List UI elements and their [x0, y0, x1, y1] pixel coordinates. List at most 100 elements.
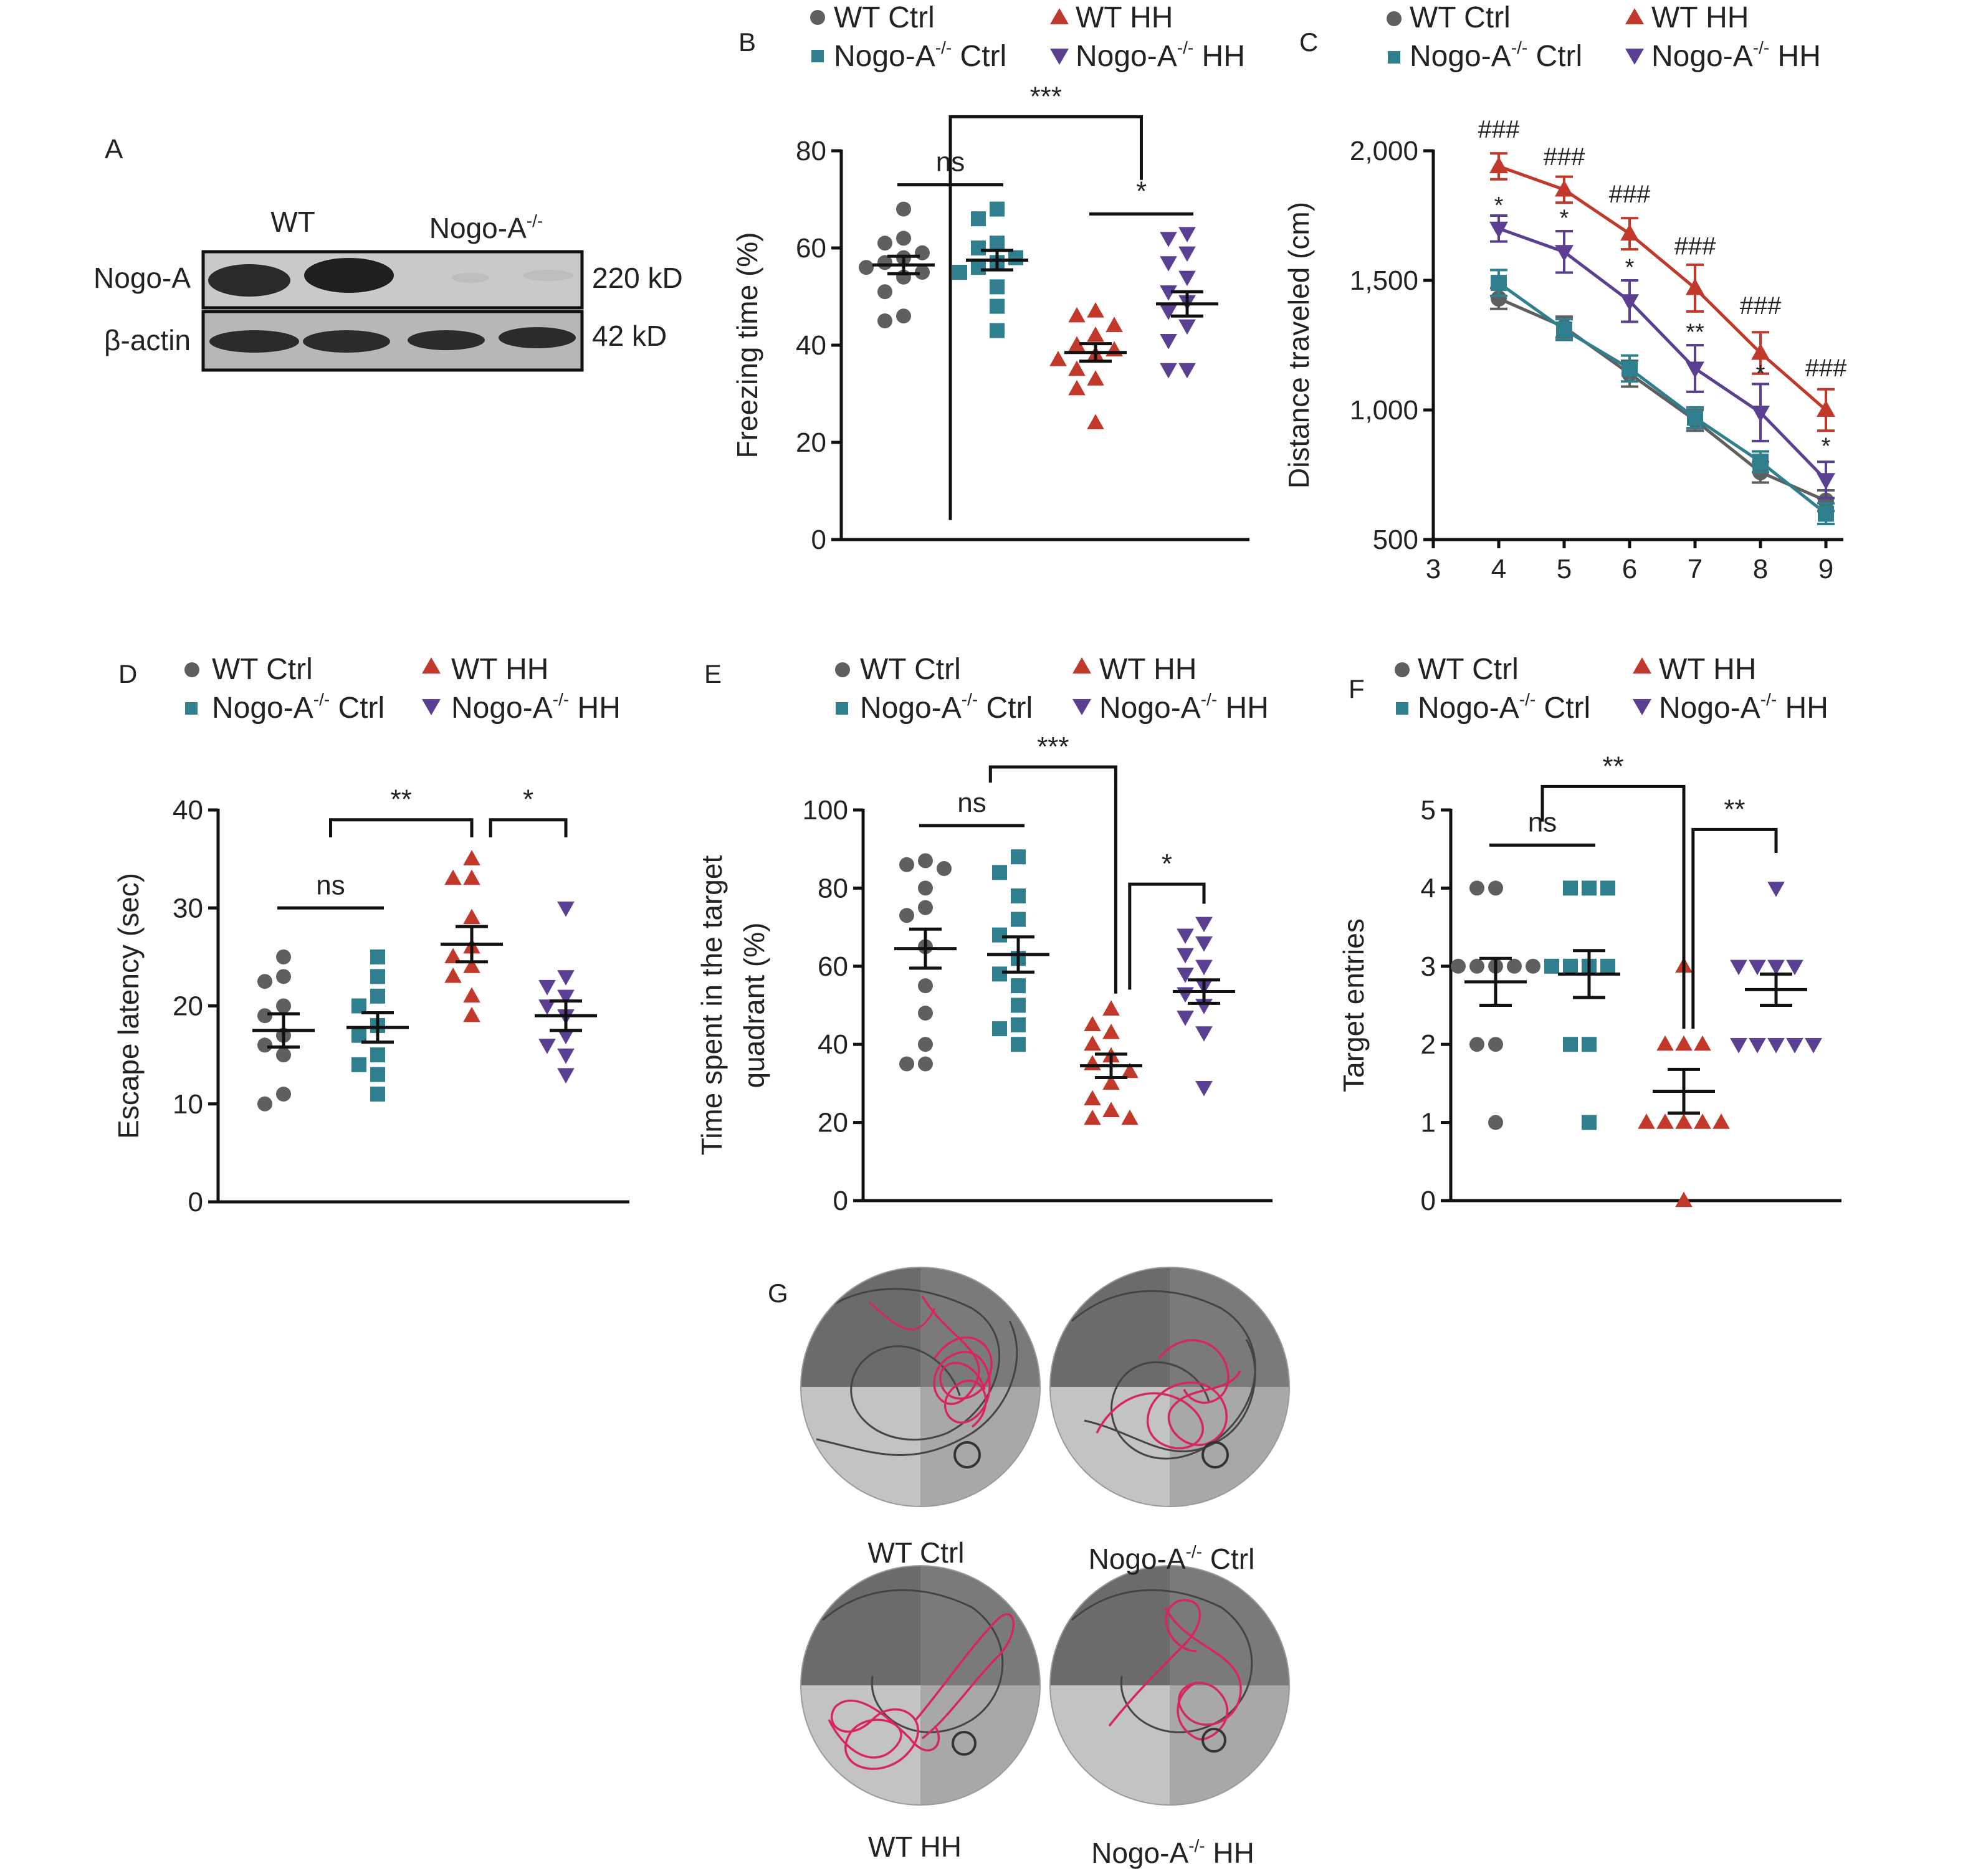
legend-marker-wt-hh	[1072, 657, 1091, 674]
data-point-wt-hh	[1087, 370, 1104, 386]
data-point-nogo-a-hh	[557, 1068, 575, 1083]
data-point-nogo-a-ctrl	[992, 927, 1007, 943]
data-point-wt-ctrl	[896, 231, 911, 246]
legend-marker-wt-ctrl	[1387, 11, 1402, 26]
data-point-nogo-a-ctrl	[1582, 880, 1597, 896]
data-point-wt-ctrl	[276, 1087, 291, 1102]
data-point-wt-hh	[1087, 326, 1104, 342]
swim-path-image-wt-ctrl	[801, 1267, 1040, 1507]
legend-label-nogo-ctrl: Nogo-A-/- Ctrl	[834, 38, 1006, 73]
data-point-wt-hh	[1638, 1113, 1655, 1129]
y-axis-label: Freezing time (%)	[731, 232, 763, 459]
data-point-wt-hh	[1068, 307, 1086, 323]
data-point-wt-hh	[1675, 1113, 1693, 1129]
legend-label-nogo-hh: Nogo-A-/- HH	[1659, 690, 1828, 725]
band-nogo-4	[523, 270, 573, 281]
data-point-nogo-a-hh	[1160, 256, 1177, 272]
band-nogo-3	[452, 273, 489, 283]
data-point-wt-ctrl	[276, 949, 291, 964]
significance-label: *	[1822, 434, 1831, 460]
significance-label: *	[1560, 206, 1569, 232]
panel-d-letter: D	[118, 659, 137, 688]
legend-marker-wt-hh	[1633, 657, 1651, 674]
data-point-nogo-a-hh	[1178, 270, 1196, 287]
data-point-wt-ctrl	[937, 861, 952, 877]
legend-marker-wt-hh	[422, 657, 441, 674]
data-point-nogo-a-ctrl	[1818, 505, 1834, 522]
data-point-wt-hh	[1656, 1035, 1674, 1051]
panel-b: B WT Ctrl WT HH Nogo-A-/- Ctrl Nogo-A-/-…	[731, 1, 1249, 555]
data-point-wt-ctrl	[918, 978, 933, 994]
data-point-nogo-a-hh	[557, 1048, 575, 1064]
data-point-nogo-a-ctrl	[971, 240, 986, 255]
chart-e: 0 20 40 60 80 100 Time spent in the target quad…	[695, 731, 1273, 1216]
significance-label: **	[1724, 794, 1745, 824]
data-point-wt-ctrl	[896, 308, 911, 324]
panel-d: D WT Ctrl WT HH Nogo-A-/- Ctrl Nogo-A-/-…	[112, 653, 629, 1217]
y-axis-label: Target entries	[1337, 918, 1370, 1092]
data-point-nogo-a-ctrl	[1011, 978, 1026, 994]
data-point-wt-ctrl	[899, 857, 914, 872]
pool-caption-wt-hh: WT HH	[868, 1831, 962, 1863]
legend-marker-nogo-hh	[422, 699, 441, 715]
y-tick-label: 10	[173, 1089, 203, 1120]
data-point-nogo-a-ctrl	[1563, 880, 1578, 896]
data-point-nogo-a-ctrl	[992, 1021, 1007, 1037]
band-nogo-2	[304, 258, 394, 293]
swim-path-image-nogo-ctrl	[1050, 1267, 1289, 1507]
data-point-wt-hh	[1656, 1113, 1674, 1129]
data-point-wt-hh	[1121, 1109, 1139, 1125]
legend-label-wt-hh: WT HH	[451, 653, 548, 686]
data-point-wt-hh	[1694, 1113, 1711, 1129]
legend-f: WT Ctrl WT HH Nogo-A-/- Ctrl Nogo-A-/- H…	[1395, 653, 1828, 725]
data-point-nogo-a-ctrl	[990, 323, 1005, 338]
data-point-nogo-a-hh	[1751, 406, 1770, 422]
data-point-wt-ctrl	[1818, 492, 1834, 509]
x-tick-label: 6	[1622, 554, 1637, 584]
data-point-nogo-a-ctrl	[971, 211, 986, 227]
panel-a: A WT Nogo-A-/- Nogo-A β-actin 220 kD 42 …	[93, 134, 683, 372]
pool-caption-nogo-hh: Nogo-A-/- HH	[1091, 1836, 1254, 1869]
data-point-nogo-a-hh	[1160, 285, 1177, 301]
data-point-wt-ctrl	[1469, 880, 1484, 896]
legend-label-nogo-hh: Nogo-A-/- HH	[1076, 38, 1245, 73]
data-point-nogo-a-hh	[538, 979, 556, 996]
data-point-nogo-a-hh	[1160, 305, 1177, 320]
y-tick-label: 40	[796, 330, 826, 361]
data-point-nogo-a-hh	[1178, 227, 1196, 242]
data-point-nogo-a-ctrl	[952, 265, 967, 280]
significance-label: *	[1756, 361, 1765, 387]
series-line-nogo-a-ctrl	[1497, 282, 1827, 515]
data-point-wt-hh	[1084, 1090, 1101, 1106]
data-point-nogo-a-hh	[1786, 959, 1803, 976]
panel-a-letter: A	[105, 134, 123, 164]
data-point-nogo-a-ctrl	[1600, 880, 1615, 896]
lane-label-wt: WT	[270, 206, 315, 238]
y-tick-label: 0	[188, 1187, 203, 1217]
significance-label: ###	[1478, 116, 1520, 143]
legend-marker-nogo-hh	[1633, 699, 1651, 715]
y-tick-label: 60	[796, 233, 826, 264]
legend-b: WT Ctrl WT HH Nogo-A-/- Ctrl Nogo-A-/- H…	[810, 1, 1245, 73]
data-point-wt-ctrl	[1526, 958, 1540, 974]
data-point-wt-ctrl	[1491, 290, 1507, 307]
data-point-nogo-a-hh	[1178, 246, 1196, 262]
data-point-wt-hh	[463, 850, 480, 865]
significance-label: ###	[1609, 181, 1651, 208]
data-point-wt-hh	[444, 869, 462, 885]
legend-c: WT Ctrl WT HH Nogo-A-/- Ctrl Nogo-A-/- H…	[1387, 1, 1821, 73]
lane-label-nogo: Nogo-A-/-	[429, 211, 543, 244]
data-point-wt-hh	[1675, 1035, 1693, 1051]
y-tick-label: 3	[1421, 951, 1436, 982]
chart-c: 500 1,000 1,500 2,000 Distance traveled (cm)…	[1282, 116, 1847, 584]
y-tick-label: 100	[803, 795, 848, 826]
legend-marker-nogo-ctrl	[1388, 51, 1400, 64]
y-tick-label: 2,000	[1350, 136, 1418, 166]
legend-label-nogo-ctrl: Nogo-A-/- Ctrl	[1418, 690, 1590, 725]
data-point-nogo-a-ctrl	[370, 949, 385, 964]
pool-outline-3	[800, 1565, 1041, 1806]
y-tick-label: 80	[818, 873, 848, 903]
panel-g-letter: G	[768, 1278, 788, 1308]
